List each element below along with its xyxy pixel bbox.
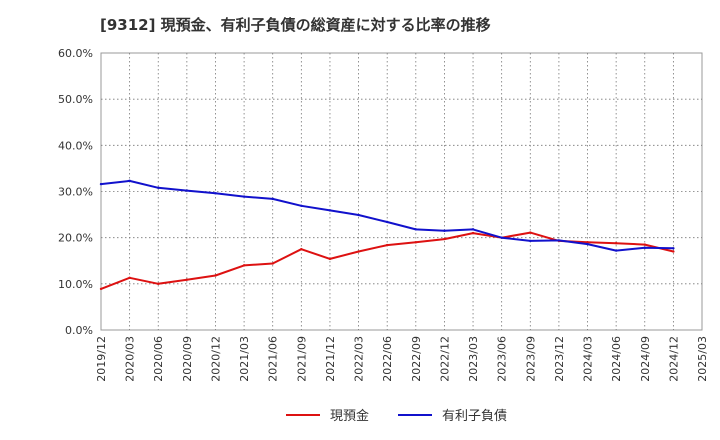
data-point [300, 204, 303, 208]
data-point [471, 231, 475, 235]
data-point [357, 250, 360, 253]
data-point [586, 241, 589, 244]
data-point [214, 274, 217, 277]
y-tick-label: 20.0% [58, 232, 93, 245]
x-tick-label: 2022/09 [410, 336, 423, 382]
data-point [242, 264, 246, 267]
data-point [128, 179, 131, 183]
data-point [185, 189, 189, 192]
legend-label-2: 有利子負債 [442, 409, 507, 424]
data-point [328, 209, 332, 212]
x-tick-label: 2019/12 [95, 336, 108, 382]
data-point [529, 231, 532, 234]
grid-lines [101, 53, 702, 330]
data-point [271, 262, 274, 265]
data-point [385, 220, 389, 224]
data-point [443, 229, 446, 232]
x-tick-label: 2021/09 [295, 336, 308, 382]
y-tick-label: 0.0% [65, 324, 93, 337]
data-point [614, 242, 618, 245]
data-point [443, 237, 446, 241]
x-tick-label: 2023/12 [553, 336, 566, 382]
y-tick-label: 10.0% [58, 278, 93, 291]
chart-title: [9312] 現預金、有利子負債の総資産に対する比率の推移 [100, 16, 491, 34]
series-lines [99, 179, 675, 291]
legend: 現預金 有利子負債 [286, 408, 507, 424]
x-tick-label: 2023/06 [496, 336, 509, 382]
x-tick-label: 2022/06 [381, 336, 394, 382]
data-point [557, 239, 561, 242]
y-tick-label: 40.0% [58, 139, 93, 152]
x-tick-label: 2024/12 [667, 336, 680, 382]
data-point [414, 228, 418, 231]
x-tick-label: 2021/03 [238, 336, 251, 382]
data-point [643, 246, 646, 250]
data-point [643, 243, 646, 246]
data-point [471, 228, 475, 231]
y-tick-label: 50.0% [58, 93, 93, 106]
data-point [185, 278, 189, 281]
data-point [357, 213, 360, 217]
data-point [414, 241, 418, 244]
data-point [271, 197, 274, 201]
data-point [529, 239, 532, 243]
data-point [672, 250, 675, 253]
data-point [672, 247, 675, 250]
x-tick-label: 2024/06 [610, 336, 623, 382]
x-tick-label: 2022/03 [353, 336, 366, 382]
x-tick-label: 2022/12 [438, 336, 451, 382]
legend-label-1: 現預金 [330, 408, 369, 424]
data-point [242, 195, 246, 198]
x-tick-label: 2020/06 [152, 336, 165, 382]
data-point [385, 243, 389, 247]
data-point [500, 236, 503, 239]
x-tick-label: 2024/09 [639, 336, 652, 382]
y-tick-label: 30.0% [58, 186, 93, 199]
x-tick-label: 2020/03 [124, 336, 137, 382]
data-point [300, 248, 303, 251]
y-axis-ticks: 0.0% 10.0% 20.0% 30.0% 40.0% 50.0% 60.0% [58, 47, 93, 337]
x-tick-label: 2025/03 [696, 336, 709, 382]
data-point [214, 192, 217, 195]
data-point [328, 257, 332, 261]
data-point [157, 186, 160, 190]
x-tick-label: 2020/09 [181, 336, 194, 382]
data-point [99, 182, 103, 186]
x-tick-label: 2021/12 [324, 336, 337, 382]
x-tick-label: 2023/09 [524, 336, 537, 382]
data-point [157, 282, 160, 286]
data-point [99, 287, 103, 291]
x-axis-ticks: 2019/12 2020/03 2020/06 2020/09 2020/12 2021/… [95, 336, 709, 382]
x-tick-label: 2020/12 [209, 336, 222, 382]
y-tick-label: 60.0% [58, 47, 93, 60]
x-tick-label: 2024/03 [582, 336, 595, 382]
data-point [614, 249, 618, 252]
data-point [128, 276, 131, 280]
x-tick-label: 2023/03 [467, 336, 480, 382]
x-tick-label: 2021/06 [267, 336, 280, 382]
data-point [586, 242, 589, 246]
